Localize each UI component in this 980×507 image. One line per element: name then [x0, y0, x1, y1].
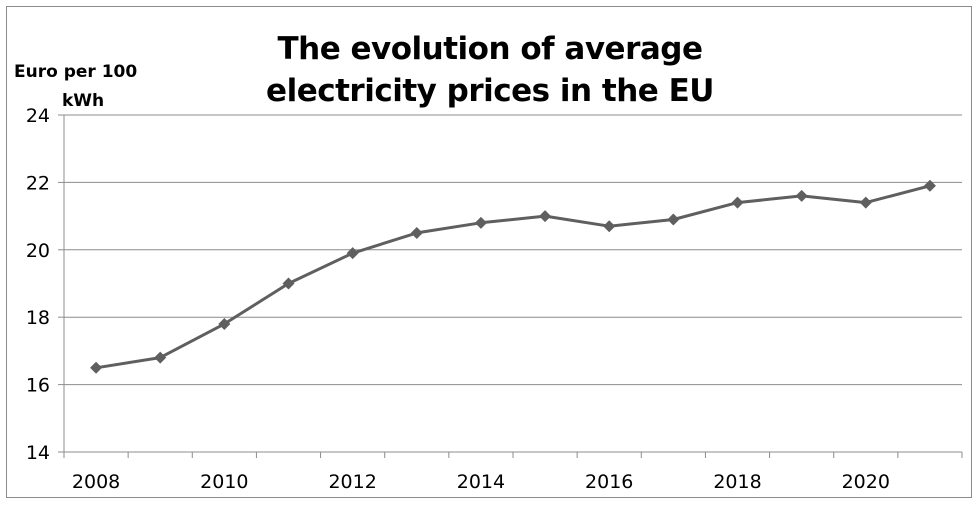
y-tick-label-20: 20 — [26, 240, 50, 262]
chart-title: The evolution of average electricity pri… — [240, 28, 740, 112]
data-point-2013 — [410, 226, 423, 239]
y-tick-label-18: 18 — [26, 307, 50, 329]
tick-labels: 14 16 18 20 22 24 2008 2010 2012 2014 2016 2018 2020 — [26, 105, 890, 493]
data-point-2009 — [154, 351, 167, 364]
data-point-2021 — [923, 179, 936, 192]
x-tick-label-2008: 2008 — [72, 471, 120, 493]
y-axis-label: Euro per 100 kWh — [14, 58, 174, 116]
data-point-2010 — [218, 317, 231, 330]
y-axis-label-line-2: kWh — [62, 91, 105, 111]
data-point-2008 — [90, 361, 103, 374]
data-point-2020 — [859, 196, 872, 209]
data-point-2012 — [346, 247, 359, 260]
series — [90, 179, 936, 374]
data-point-2017 — [667, 213, 680, 226]
y-tick-label-14: 14 — [26, 442, 50, 464]
x-tick-label-2016: 2016 — [585, 471, 633, 493]
data-point-2019 — [795, 189, 808, 202]
x-tick-label-2012: 2012 — [328, 471, 376, 493]
y-tick-label-24: 24 — [26, 105, 50, 127]
chart-title-line-2: electricity prices in the EU — [266, 73, 714, 109]
x-tick-label-2010: 2010 — [200, 471, 248, 493]
chart-frame — [6, 6, 972, 498]
series-line-0 — [95, 184, 931, 370]
x-tick-label-2018: 2018 — [713, 471, 761, 493]
data-point-2016 — [603, 220, 616, 233]
y-tick-label-16: 16 — [26, 375, 50, 397]
y-axis-label-line-1: Euro per 100 — [14, 62, 138, 82]
data-point-2015 — [539, 210, 552, 223]
x-tick-label-2020: 2020 — [842, 471, 890, 493]
x-tick-label-2014: 2014 — [457, 471, 505, 493]
chart-title-line-1: The evolution of average — [277, 31, 703, 67]
axes — [58, 114, 963, 458]
data-point-2018 — [731, 196, 744, 209]
data-point-2011 — [282, 277, 295, 290]
gridlines — [64, 114, 962, 386]
y-tick-label-22: 22 — [26, 172, 50, 194]
data-point-2014 — [474, 216, 487, 229]
